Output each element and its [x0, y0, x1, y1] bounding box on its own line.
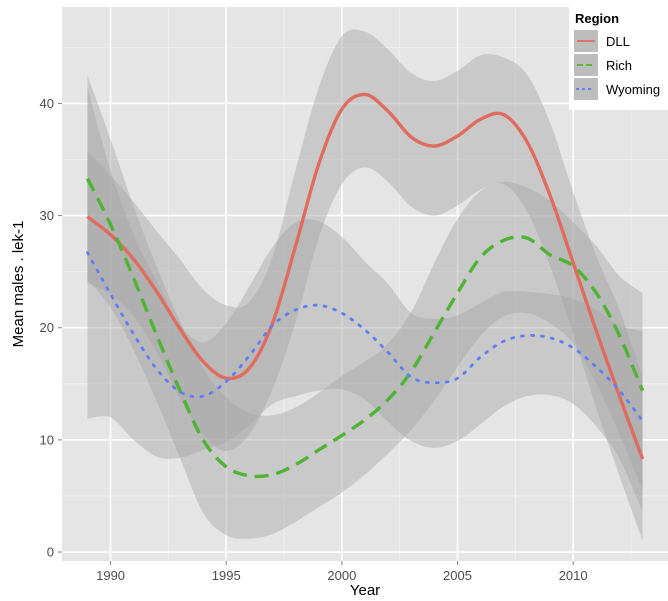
band-dll — [87, 29, 643, 541]
confidence-bands — [87, 29, 643, 541]
line-dll — [86, 92, 645, 460]
legend-key-wyoming — [574, 78, 598, 100]
x-tick-label: 2000 — [327, 568, 356, 583]
series-lines — [85, 92, 645, 479]
y-tick-label: 10 — [40, 432, 54, 447]
band-rich — [87, 75, 643, 539]
axes: 1990 1995 2000 2005 2010 0 10 20 30 40 — [40, 96, 588, 583]
legend-label-rich: Rich — [606, 58, 632, 73]
line-rich — [85, 177, 645, 479]
plot-panel — [62, 7, 668, 561]
y-tick-label: 0 — [47, 545, 54, 560]
legend-label-wyoming: Wyoming — [606, 82, 660, 97]
legend: Region DLL Rich Wyoming — [569, 6, 668, 110]
y-tick-label: 30 — [40, 208, 54, 223]
y-tick-label: 20 — [40, 320, 54, 335]
line-wyoming — [86, 251, 644, 423]
band-wyoming — [87, 87, 643, 512]
x-tick-label: 2005 — [443, 568, 472, 583]
legend-label-dll: DLL — [606, 34, 630, 49]
y-tick-label: 40 — [40, 96, 54, 111]
grid-major — [62, 7, 668, 561]
x-tick-label: 1995 — [212, 568, 241, 583]
legend-title: Region — [575, 11, 619, 26]
x-tick-label: 2010 — [559, 568, 588, 583]
x-axis-title: Year — [350, 582, 380, 599]
y-axis-title: Mean males . lek-1 — [10, 221, 27, 348]
legend-items: DLL Rich Wyoming — [574, 30, 660, 100]
x-tick-label: 1990 — [96, 568, 125, 583]
